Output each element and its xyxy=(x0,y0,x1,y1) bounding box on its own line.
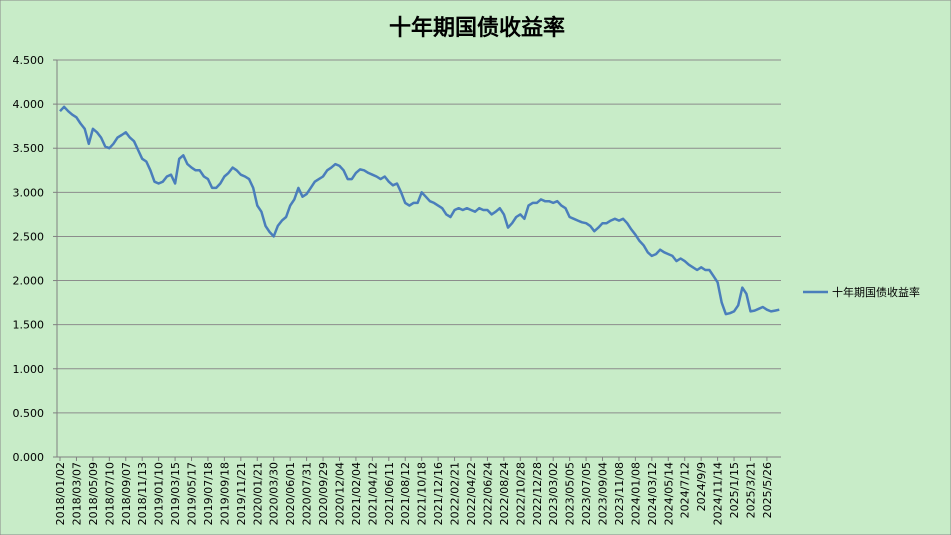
x-tick-label: 2019/05/17 xyxy=(186,462,199,525)
x-tick-label: 2024/7/12 xyxy=(679,462,692,518)
legend-label: 十年期国债收益率 xyxy=(832,285,920,299)
x-tick-label: 2024/03/12 xyxy=(646,462,659,525)
x-tick-label: 2018/07/10 xyxy=(103,462,116,525)
x-tick-label: 2018/11/13 xyxy=(136,462,149,525)
x-tick-label: 2023/07/05 xyxy=(580,462,593,525)
x-tick-label: 2025/1/15 xyxy=(728,462,741,518)
x-tick-label: 2024/01/08 xyxy=(629,462,642,525)
x-tick-label: 2020/12/04 xyxy=(333,462,346,525)
x-tick-label: 2018/09/07 xyxy=(120,462,133,525)
x-tick-label: 2023/05/05 xyxy=(564,462,577,525)
x-tick-label: 2022/10/28 xyxy=(514,462,527,525)
x-tick-label: 2024/9/9 xyxy=(695,462,708,511)
y-tick-label: 2.500 xyxy=(13,230,45,243)
y-tick-label: 0.500 xyxy=(13,407,45,420)
x-tick-label: 2022/06/24 xyxy=(481,462,494,525)
y-tick-label: 0.000 xyxy=(13,451,45,464)
x-tick-label: 2019/09/18 xyxy=(218,462,231,525)
x-tick-label: 2022/04/22 xyxy=(465,462,478,525)
x-tick-label: 2020/03/30 xyxy=(268,462,281,525)
x-tick-label: 2018/03/07 xyxy=(70,462,83,525)
x-tick-label: 2019/07/18 xyxy=(202,462,215,525)
x-tick-label: 2020/06/01 xyxy=(284,462,297,525)
y-tick-label: 4.000 xyxy=(13,98,45,111)
series-line xyxy=(59,105,780,316)
x-tick-label: 2018/01/02 xyxy=(54,462,67,525)
x-tick-label: 2019/11/21 xyxy=(235,462,248,525)
x-tick-label: 2022/08/24 xyxy=(498,462,511,525)
x-tick-label: 2020/09/29 xyxy=(317,462,330,525)
x-tick-label: 2019/01/10 xyxy=(153,462,166,525)
x-tick-label: 2021/06/11 xyxy=(383,462,396,525)
chart-title: 十年期国债收益率 xyxy=(389,15,565,41)
x-tick-label: 2021/10/18 xyxy=(416,462,429,525)
x-tick-label: 2020/07/31 xyxy=(301,462,314,525)
x-tick-label: 2022/12/28 xyxy=(531,462,544,525)
x-tick-label: 2023/09/04 xyxy=(597,462,610,525)
y-tick-label: 1.000 xyxy=(13,363,45,376)
x-tick-label: 2018/05/09 xyxy=(87,462,100,525)
x-tick-label: 2023/11/08 xyxy=(613,462,626,525)
x-tick-label: 2021/12/16 xyxy=(432,462,445,525)
x-tick-label: 2021/02/04 xyxy=(350,462,363,525)
x-tick-label: 2021/04/12 xyxy=(366,462,379,525)
y-tick-label: 1.500 xyxy=(13,319,45,332)
x-tick-label: 2024/05/14 xyxy=(662,462,675,525)
x-tick-label: 2025/3/21 xyxy=(744,462,757,518)
x-tick-label: 2019/03/15 xyxy=(169,462,182,525)
x-tick-label: 2020/01/21 xyxy=(251,462,264,525)
y-tick-label: 3.000 xyxy=(13,186,45,199)
y-tick-label: 4.500 xyxy=(13,54,45,67)
y-tick-label: 2.000 xyxy=(13,275,45,288)
x-tick-label: 2022/02/21 xyxy=(449,462,462,525)
x-tick-label: 2021/08/12 xyxy=(399,462,412,525)
x-tick-label: 2025/5/26 xyxy=(761,462,774,518)
x-tick-label: 2024/11/14 xyxy=(712,462,725,525)
y-tick-label: 3.500 xyxy=(13,142,45,155)
x-tick-label: 2023/03/02 xyxy=(547,462,560,525)
